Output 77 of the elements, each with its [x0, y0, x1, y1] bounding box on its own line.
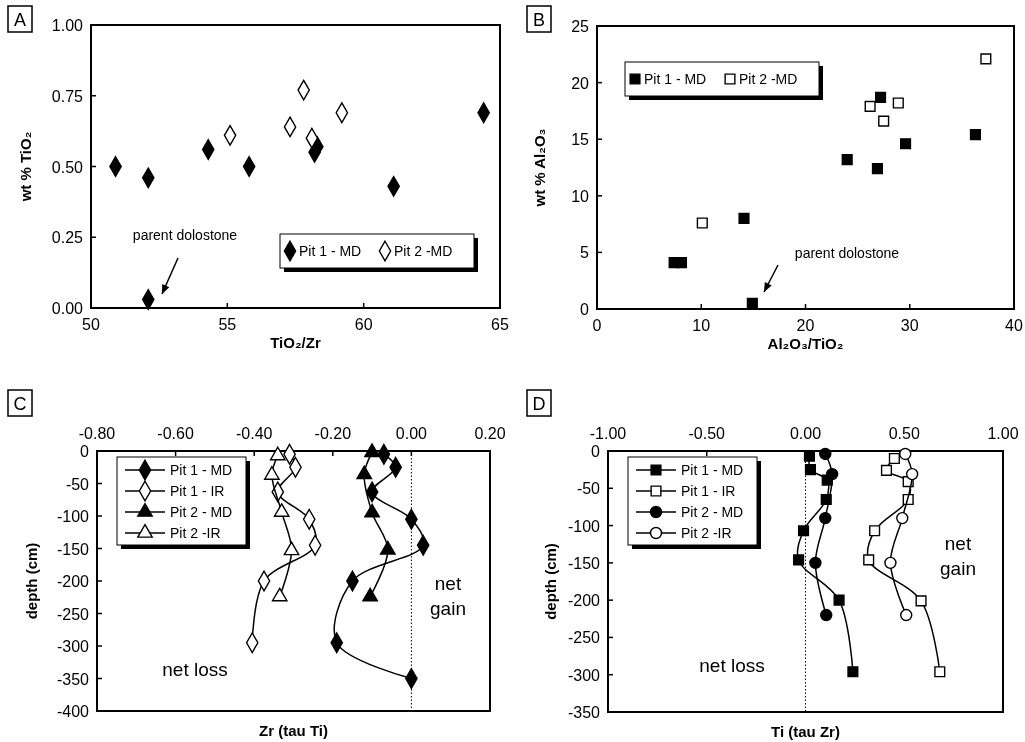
- y-tick-label: -250: [567, 629, 601, 647]
- y-tick-label: 20: [571, 74, 590, 92]
- y-tick-label: 0.25: [51, 229, 84, 247]
- x-tick-label: 0.50: [888, 425, 920, 442]
- x-tick-label: 0.00: [395, 425, 428, 442]
- y-tick-label: -350: [567, 704, 601, 721]
- legend-label: Pit 2 - MD: [681, 504, 744, 520]
- x-tick-label: 10: [692, 317, 711, 334]
- annotation: net gain: [430, 573, 466, 619]
- x-axis-title: TiO₂/Zr: [270, 334, 321, 351]
- x-axis-title: Al₂O₃/TiO₂: [767, 335, 844, 352]
- y-tick-label: -150: [567, 554, 601, 572]
- annotation: net loss: [699, 655, 765, 676]
- annotation: net gain: [940, 533, 976, 579]
- x-tick-label: -0.60: [157, 425, 194, 442]
- y-tick-label: -300: [567, 666, 601, 684]
- y-tick-label: 0.75: [51, 87, 84, 105]
- y-axis-title: wt % TiO₂: [17, 131, 34, 203]
- legend-label: Pit 1 - MD: [170, 462, 233, 478]
- legend-label: Pit 1 - IR: [170, 483, 225, 499]
- y-tick-label: 25: [571, 18, 590, 35]
- annotation: net loss: [162, 659, 228, 680]
- x-tick-label: 55: [218, 316, 237, 333]
- x-tick-label: 30: [900, 317, 919, 334]
- legend-label: Pit 1 - MD: [299, 243, 362, 259]
- legend-label: Pit 2 -IR: [681, 525, 732, 541]
- y-tick-label: 0: [591, 443, 601, 460]
- legend-label: Pit 1 - IR: [681, 483, 736, 499]
- y-tick-label: -100: [56, 508, 90, 525]
- chart-title: B: [532, 10, 546, 30]
- y-axis-title: depth (cm): [23, 542, 40, 620]
- y-tick-label: -250: [56, 605, 90, 623]
- annotation: parent dolostone: [794, 245, 900, 261]
- x-tick-label: 0.00: [789, 425, 822, 442]
- x-axis-title: Zr (tau Ti): [259, 722, 328, 739]
- y-tick-label: -50: [65, 475, 90, 493]
- x-tick-label: 65: [491, 316, 509, 333]
- x-tick-label: -0.40: [235, 425, 273, 442]
- y-tick-label: 5: [580, 244, 590, 262]
- y-tick-label: 0: [580, 301, 590, 318]
- x-axis-title: Ti (tau Zr): [771, 723, 840, 740]
- legend-label: Pit 2 -IR: [170, 525, 221, 541]
- x-tick-label: 0.20: [474, 425, 506, 442]
- y-tick-label: 0.50: [51, 158, 84, 176]
- x-tick-label: 1.00: [987, 425, 1019, 442]
- y-tick-label: -200: [567, 592, 601, 610]
- y-axis-title: depth (cm): [542, 543, 559, 620]
- x-tick-label: 50: [82, 316, 100, 333]
- y-tick-label: 10: [571, 187, 590, 205]
- legend-label: Pit 2 - MD: [170, 504, 233, 520]
- y-tick-label: -350: [56, 670, 90, 688]
- x-tick-label: 60: [354, 316, 373, 333]
- x-tick-label: -1.00: [589, 425, 627, 442]
- x-tick-label: -0.20: [314, 425, 352, 442]
- chart-title: A: [13, 10, 27, 30]
- x-tick-label: -0.80: [78, 425, 116, 442]
- y-tick-label: -400: [56, 703, 90, 720]
- y-tick-label: 1.00: [51, 17, 84, 34]
- y-tick-label: 15: [571, 131, 590, 149]
- chart-title: C: [13, 394, 27, 414]
- y-tick-label: -300: [56, 638, 90, 655]
- x-tick-label: -0.50: [688, 425, 726, 442]
- chart-title: D: [532, 394, 546, 414]
- y-tick-label: 0.00: [51, 300, 84, 317]
- x-tick-label: 20: [796, 317, 815, 334]
- y-tick-label: -50: [576, 480, 601, 498]
- y-tick-label: 0: [80, 443, 90, 460]
- y-axis-title: wt % Al₂O₃: [531, 128, 548, 208]
- legend-label: Pit 1 - MD: [681, 462, 744, 478]
- legend-label: Pit 2 -MD: [739, 71, 798, 87]
- annotation: parent dolostone: [132, 227, 238, 243]
- x-tick-label: 40: [1005, 317, 1023, 334]
- legend-label: Pit 2 -MD: [394, 243, 453, 259]
- y-tick-label: -100: [567, 517, 601, 535]
- y-tick-label: -200: [56, 573, 90, 590]
- y-tick-label: -150: [56, 540, 90, 558]
- legend-label: Pit 1 - MD: [644, 71, 707, 87]
